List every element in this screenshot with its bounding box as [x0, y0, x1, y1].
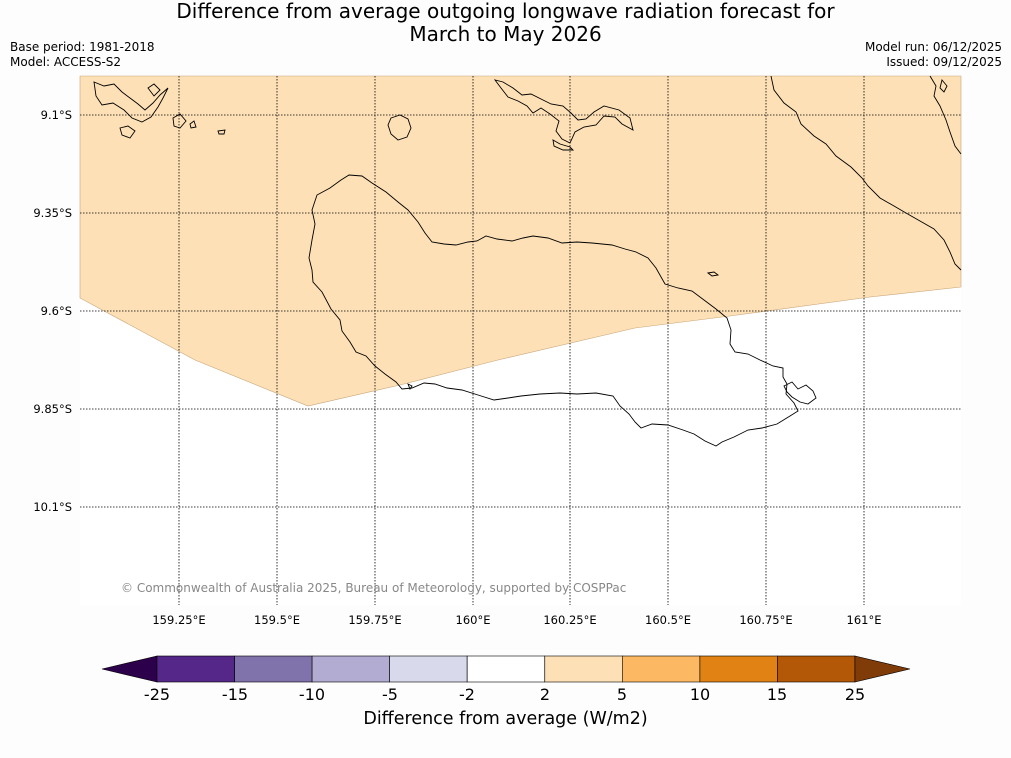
lon-tick-label: 160.75°E: [739, 613, 793, 627]
meta-right: Model run: 06/12/2025 Issued: 09/12/2025: [865, 40, 1002, 70]
coastline-islands-east-tip: [783, 381, 817, 405]
lon-tick-label: 161°E: [846, 613, 882, 627]
colorbar-label: -25: [143, 685, 171, 704]
base-period-text: Base period: 1981-2018: [10, 40, 155, 54]
colorbar-label: -2: [459, 685, 475, 704]
coastline-malaita-north: [929, 75, 962, 155]
map-title: Difference from average outgoing longwav…: [0, 0, 1011, 46]
copyright-notice: © Commonwealth of Australia 2025, Bureau…: [121, 581, 627, 595]
model-text: Model: ACCESS-S2: [10, 55, 122, 69]
colorbar-label: -15: [221, 685, 249, 704]
lat-tick-label: 9.6°S: [40, 304, 72, 318]
colorbar-title: Difference from average (W/m2): [363, 709, 648, 729]
colorbar-segment: [389, 655, 468, 683]
colorbar-extend-over: [854, 655, 911, 683]
colorbar-segment: [621, 655, 701, 683]
colorbar: [101, 655, 911, 683]
coastline-islet-florida: [552, 139, 575, 151]
coastline-islet-nw-3: [217, 129, 226, 135]
colorbar-segment: [699, 655, 778, 683]
issued-text: Issued: 09/12/2025: [886, 55, 1002, 69]
lat-tick-label: 9.1°S: [40, 108, 72, 122]
colorbar-label: -5: [382, 685, 398, 704]
lon-tick-label: 159.25°E: [152, 613, 206, 627]
coastline-malaita: [770, 75, 962, 271]
colorbar-segment: [777, 655, 856, 683]
coastline-islet-nw-4: [189, 120, 197, 129]
meta-left: Base period: 1981-2018 Model: ACCESS-S2: [10, 40, 155, 70]
coastline-florida-islands: [493, 79, 634, 144]
coastline-islet-nw-2: [172, 113, 187, 129]
coastline-islet-nw-5: [147, 83, 161, 97]
colorbar-label: -10: [298, 685, 326, 704]
lat-tick-label: 9.85°S: [33, 402, 72, 416]
lat-tick-label: 9.35°S: [33, 206, 72, 220]
title-line-1: Difference from average outgoing longwav…: [176, 0, 835, 23]
model-run-text: Model run: 06/12/2025: [864, 40, 1002, 54]
colorbar-segment: [156, 655, 235, 683]
coastline-rock-west: [407, 383, 413, 390]
lat-tick-label: 10.1°S: [33, 500, 72, 514]
anomaly-region-2-to-5: [79, 75, 962, 407]
coastline-malaita-islet: [939, 79, 948, 93]
lon-tick-label: 159.5°E: [254, 613, 300, 627]
coastline-islet-north: [387, 114, 412, 141]
colorbar-label: 25: [844, 685, 866, 704]
colorbar-label: 15: [766, 685, 788, 704]
colorbar-segment: [311, 655, 390, 683]
colorbar-segment: [544, 655, 623, 683]
coastline-guadalcanal: [308, 174, 799, 447]
colorbar-extend-under: [101, 655, 158, 683]
coastline-islet-nw-1: [119, 125, 136, 139]
colorbar-segment: [234, 655, 313, 683]
lon-tick-label: 160.5°E: [645, 613, 691, 627]
coastline-islet-east: [706, 271, 720, 277]
coastlines: [93, 75, 962, 447]
colorbar-label: 2: [539, 685, 551, 704]
colorbar-label: 10: [689, 685, 711, 704]
graticule: [80, 76, 961, 605]
colorbar-label: 5: [616, 685, 628, 704]
lon-tick-label: 160.25°E: [543, 613, 597, 627]
lon-tick-label: 159.75°E: [348, 613, 402, 627]
coastline-savo: [93, 81, 169, 123]
title-line-2: March to May 2026: [409, 22, 602, 46]
lon-tick-label: 160°E: [455, 613, 491, 627]
colorbar-segment: [466, 655, 546, 683]
